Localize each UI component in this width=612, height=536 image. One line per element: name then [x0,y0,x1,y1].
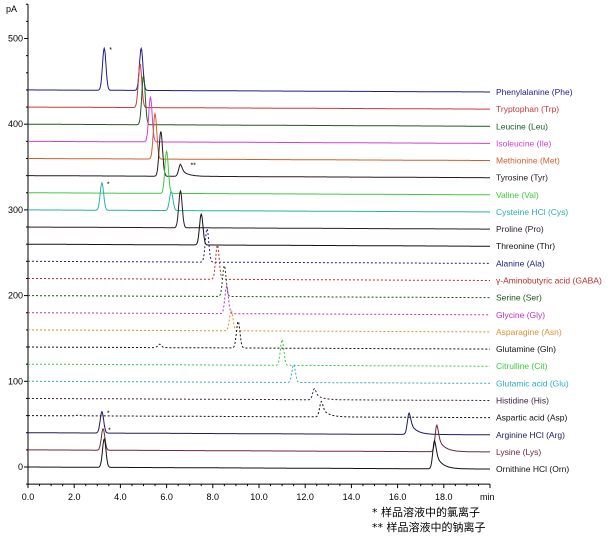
trace-4 [28,111,490,161]
trace-20 [28,410,490,436]
trace-label: Glycine (Gly) [496,310,545,320]
trace-label: Citrulline (Cit) [496,361,548,371]
trace-13 [28,284,490,316]
x-tick-label: 16.0 [389,492,407,502]
x-tick-label: 2.0 [68,492,81,502]
peak-mark: ** [190,163,196,170]
trace-label: Methionine (Met) [496,156,560,166]
trace-label: Ornithine HCl (Orn) [496,464,569,474]
x-tick-label: 8.0 [207,492,220,502]
trace-7 [28,181,490,213]
y-tick-label: 400 [8,119,23,129]
footnote-sodium: ** 样品溶液中的钠离子 [372,521,486,534]
trace-label: Cysteine HCl (Cys) [496,207,568,217]
trace-label: Arginine HCl (Arg) [496,430,565,440]
trace-label: Valine (Val) [496,190,539,200]
x-tick-label: 0.0 [22,492,35,502]
trace-1 [28,63,490,110]
trace-12 [28,264,490,299]
trace-label: Aspartic acid (Asp) [496,413,567,423]
trace-label: Lysine (Lys) [496,447,541,457]
trace-label: Tryptophan (Trp) [496,104,559,114]
trace-19 [28,400,490,419]
trace-label: Asparagine (Asn) [496,327,562,337]
y-tick-label: 300 [8,205,23,215]
trace-16 [28,338,490,367]
trace-6 [28,149,490,196]
trace-15 [28,320,490,350]
trace-8 [28,189,490,230]
trace-11 [28,243,490,281]
trace-10 [28,228,490,264]
x-tick-label: 10.0 [250,492,268,502]
trace-3 [28,95,490,144]
x-tick-label: 6.0 [160,492,173,502]
y-tick-label: 500 [8,34,23,44]
trace-label: Leucine (Leu) [496,121,548,131]
trace-label: Serine (Ser) [496,293,542,303]
trace-21 [28,423,490,453]
trace-label: γ-Aminobutyric acid (GABA) [496,276,602,286]
trace-0 [28,46,490,93]
trace-label: Alanine (Ala) [496,258,545,268]
trace-label: Isoleucine (Ile) [496,138,551,148]
trace-9 [28,212,490,247]
peak-mark: * [109,47,112,54]
trace-label: Phenylalanine (Phe) [496,87,573,97]
peak-mark: * [107,181,110,188]
y-tick-label: 0 [18,462,23,472]
x-axis-label: min [480,492,495,502]
trace-label: Tyrosine (Tyr) [496,173,548,183]
trace-14 [28,309,490,333]
footnote-chloride: * 样品溶液中的氯离子 [372,506,480,519]
trace-5 [28,131,490,179]
x-tick-label: 12.0 [296,492,314,502]
trace-label: Glutamine (Gln) [496,344,556,354]
y-tick-label: 100 [8,376,23,386]
x-tick-label: 14.0 [343,492,361,502]
trace-label: Histidine (His) [496,395,549,405]
x-tick-label: 4.0 [114,492,127,502]
trace-label: Glutamic acid (Glu) [496,378,569,388]
y-tick-label: 200 [8,291,23,301]
y-axis-label: pA [6,4,17,14]
x-tick-label: 18.0 [435,492,453,502]
trace-22 [28,437,490,470]
trace-label: Threonine (Thr) [496,241,555,251]
peak-mark: * [107,410,110,417]
trace-18 [28,387,490,401]
trace-2 [28,74,490,127]
trace-label: Proline (Pro) [496,224,544,234]
peak-mark: * [108,427,111,434]
trace-17 [28,363,490,384]
